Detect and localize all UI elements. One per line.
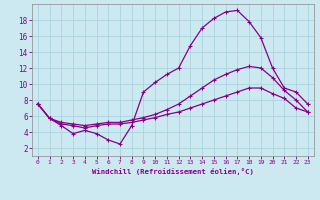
- X-axis label: Windchill (Refroidissement éolien,°C): Windchill (Refroidissement éolien,°C): [92, 168, 254, 175]
